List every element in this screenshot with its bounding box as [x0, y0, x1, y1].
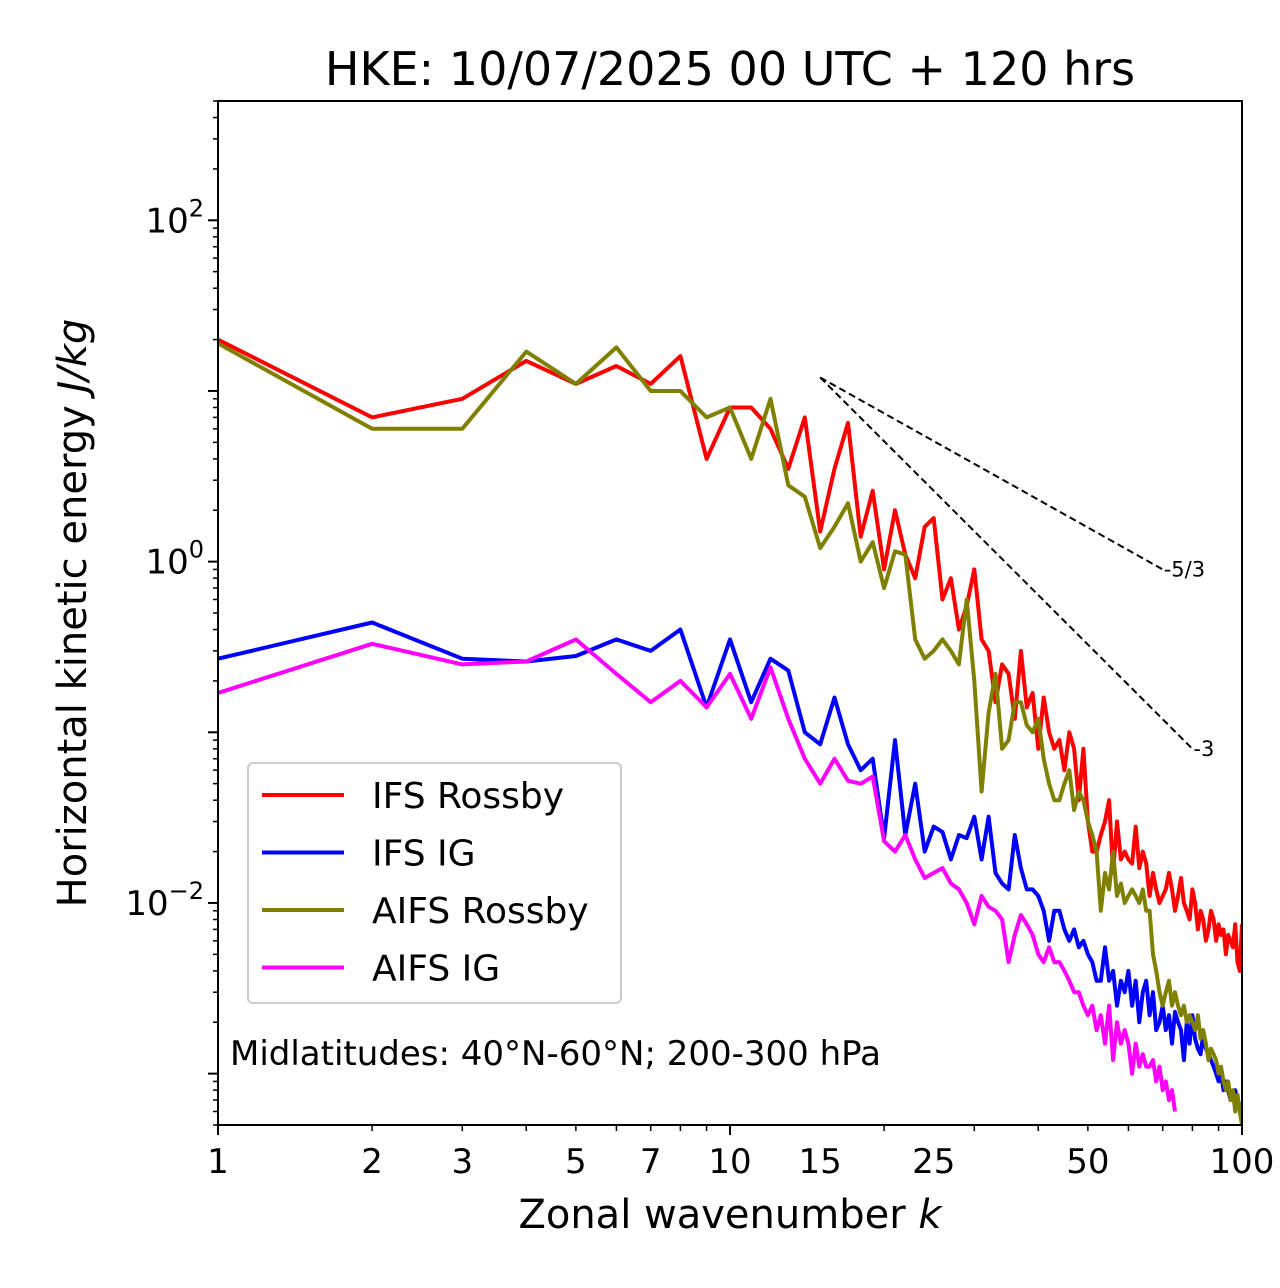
region-annotation: Midlatitudes: 40°N-60°N; 200-300 hPa — [230, 1034, 881, 1074]
series-line-aifs-ig — [218, 637, 1177, 1112]
y-tick-label: 10−2 — [125, 877, 204, 924]
chart-title: HKE: 10/07/2025 00 UTC + 120 hrs — [325, 42, 1135, 96]
plot-area — [218, 337, 1242, 1125]
series-line-ifs-rossby — [218, 337, 1242, 973]
legend-label: AIFS IG — [372, 949, 500, 990]
series-line-ifs-ig — [218, 620, 1242, 1113]
legend-label: IFS IG — [372, 834, 476, 875]
x-tick-label: 10 — [708, 1142, 751, 1182]
x-tick-label: 1 — [207, 1142, 229, 1182]
x-tick-label: 5 — [565, 1142, 587, 1182]
x-axis: 1 2 3 5 7 10 15 25 50 100 — [207, 1125, 1274, 1182]
reference-slope-label: -3 — [1193, 737, 1214, 761]
legend: IFS Rossby IFS IG AIFS Rossby AIFS IG — [247, 762, 622, 1004]
x-tick-label: 15 — [799, 1142, 842, 1182]
legend-box — [247, 762, 622, 1004]
x-tick-label: 3 — [451, 1142, 473, 1182]
x-tick-label: 25 — [912, 1142, 955, 1182]
x-tick-label: 2 — [361, 1142, 383, 1182]
reference-slope-label: -5/3 — [1164, 557, 1205, 581]
x-tick-label: 7 — [640, 1142, 662, 1182]
x-axis-label: Zonal wavenumber k — [518, 1192, 943, 1238]
legend-label: AIFS Rossby — [372, 891, 589, 932]
x-tick-label: 50 — [1066, 1142, 1109, 1182]
legend-label: IFS Rossby — [372, 776, 564, 817]
x-tick-label: 100 — [1210, 1142, 1275, 1182]
y-tick-label: 100 — [145, 536, 204, 583]
y-axis-label: Horizontal kinetic energy J/kg — [50, 319, 96, 908]
series-line-aifs-rossby — [218, 341, 1242, 1125]
y-axis: 10−2 100 102 — [125, 100, 218, 1126]
y-tick-label: 102 — [145, 194, 204, 241]
